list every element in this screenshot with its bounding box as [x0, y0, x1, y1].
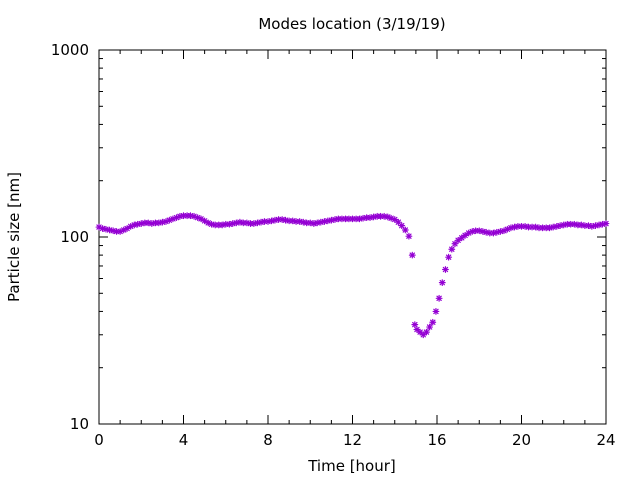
x-tick-label: 12	[343, 431, 362, 449]
x-tick-label: 20	[512, 431, 531, 449]
data-point	[546, 224, 553, 232]
x-tick-label: 0	[94, 431, 104, 449]
x-tick-label: 24	[596, 431, 615, 449]
data-point	[401, 226, 409, 234]
x-axis-label: Time [hour]	[307, 457, 396, 475]
data-point	[123, 225, 131, 232]
chart-title: Modes location (3/19/19)	[258, 15, 445, 33]
y-tick-label: 1000	[51, 41, 89, 59]
data-point	[426, 323, 434, 331]
x-tick-label: 4	[179, 431, 189, 449]
data-point	[225, 220, 233, 228]
data-point	[496, 228, 504, 235]
y-tick-label: 10	[70, 415, 89, 433]
data-point	[137, 220, 145, 227]
data-point	[577, 221, 585, 229]
data-point	[416, 328, 424, 336]
x-tick-label: 8	[263, 431, 273, 449]
data-point	[429, 318, 437, 326]
data-point	[398, 222, 406, 230]
data-point	[448, 245, 456, 253]
data-point	[588, 222, 596, 230]
data-point	[445, 253, 453, 261]
data-point	[405, 232, 413, 240]
data-point	[411, 321, 419, 329]
data-point	[493, 228, 501, 236]
data-point	[432, 308, 440, 315]
data-point	[391, 216, 399, 223]
plot-frame	[98, 49, 607, 425]
data-point	[176, 212, 184, 220]
data-point	[408, 251, 416, 259]
data-point	[218, 221, 226, 229]
data-point	[602, 220, 610, 227]
data-series	[95, 212, 610, 339]
data-point	[423, 328, 430, 336]
data-point	[438, 279, 446, 287]
data-point	[458, 234, 466, 242]
data-point	[296, 218, 304, 225]
x-tick-label: 16	[427, 431, 446, 449]
y-axis: 10 100 1000	[51, 41, 606, 433]
data-point	[268, 217, 275, 225]
data-point	[507, 224, 515, 232]
y-axis-label: Particle size [nm]	[5, 172, 23, 302]
y-tick-label: 100	[60, 228, 89, 246]
data-point	[102, 225, 110, 233]
data-point	[435, 294, 443, 302]
x-axis: 0 4 8 12 16 20 24	[94, 50, 616, 449]
data-point	[442, 266, 449, 273]
